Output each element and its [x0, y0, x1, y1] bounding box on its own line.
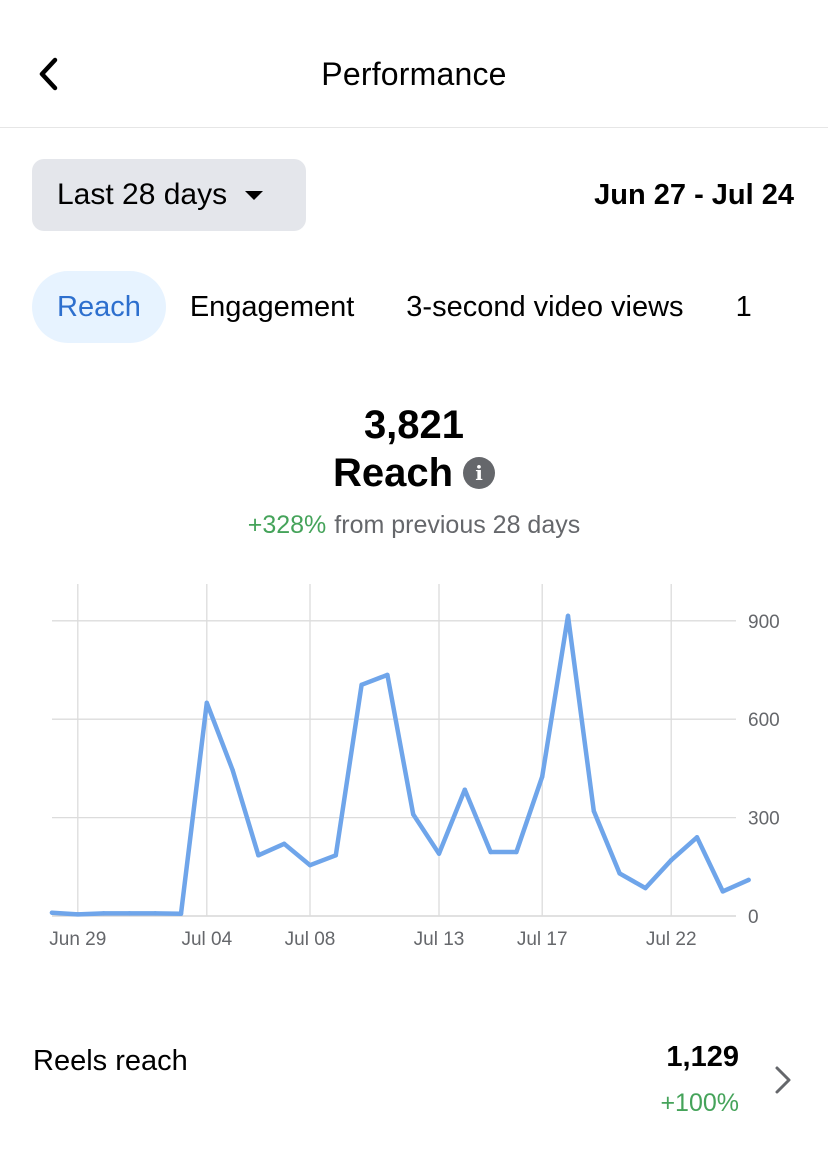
series-line — [49, 613, 751, 917]
metric-label-row: Reach i — [0, 450, 828, 496]
data-point — [617, 871, 622, 876]
metric-label: Reach — [332, 451, 454, 495]
back-button[interactable] — [26, 52, 70, 96]
metric-change-text: from previous 28 days — [334, 511, 581, 539]
reels-reach-value: 1,129 — [666, 1041, 739, 1073]
date-range-dropdown-label: Last 28 days — [57, 178, 228, 211]
reels-reach-change: +100% — [660, 1089, 739, 1117]
date-range-text: Jun 27 - Jul 24 — [594, 179, 794, 211]
page-title: Performance — [321, 56, 507, 92]
data-point — [178, 911, 184, 916]
reels-reach-label: Reels reach — [33, 1045, 188, 1077]
y-tick-label: 300 — [748, 809, 780, 830]
metric-tabs: Reach Engagement 3-second video views 1 — [32, 271, 828, 343]
data-point — [307, 862, 313, 868]
tab-reach[interactable]: Reach — [32, 271, 166, 343]
data-point — [720, 889, 725, 894]
data-point — [333, 853, 338, 858]
data-point — [230, 767, 235, 773]
chevron-right-icon — [775, 1066, 791, 1094]
data-point — [514, 849, 519, 855]
data-point — [694, 835, 700, 840]
data-point — [359, 682, 364, 687]
data-point — [669, 858, 674, 863]
x-tick-label: Jul 13 — [414, 929, 465, 950]
date-range-dropdown[interactable]: Last 28 days — [32, 159, 306, 231]
data-point — [153, 911, 158, 916]
y-tick-label: 0 — [748, 907, 759, 928]
reach-line-chart: 0 300 600 900 Jun 29 Jul 04 Jul 08 Jul 13 Jul 17… — [49, 584, 780, 950]
tab-truncated[interactable]: 1 — [735, 291, 752, 323]
data-point — [746, 877, 751, 883]
x-tick-label: Jul 08 — [285, 929, 336, 950]
data-point — [591, 808, 596, 814]
data-point — [282, 841, 287, 847]
reels-reach-row[interactable]: Reels reach 1,129 +100% — [0, 1020, 828, 1130]
data-point — [204, 700, 209, 705]
y-tick-label: 600 — [748, 710, 780, 731]
tab-3-second-video-views[interactable]: 3-second video views — [406, 291, 684, 323]
x-tick-label: Jul 17 — [517, 929, 568, 950]
data-point — [256, 853, 261, 858]
chevron-left-icon — [39, 57, 58, 91]
metric-change-percent: +328% — [247, 511, 327, 539]
data-point — [488, 849, 493, 855]
data-point — [127, 911, 132, 916]
data-point — [565, 613, 571, 619]
caret-down-icon — [245, 190, 264, 200]
metric-change: +328% from previous 28 days — [0, 509, 828, 541]
info-icon[interactable]: i — [463, 457, 496, 489]
data-point — [75, 912, 81, 917]
x-tick-label: Jul 04 — [181, 929, 232, 950]
top-bar: Performance — [0, 0, 828, 128]
y-tick-label: 900 — [748, 612, 780, 633]
data-point — [49, 910, 55, 915]
data-point — [462, 787, 467, 792]
tab-engagement[interactable]: Engagement — [189, 291, 355, 323]
data-point — [101, 911, 106, 916]
data-point — [643, 885, 648, 891]
x-tick-label: Jun 29 — [49, 929, 106, 950]
data-point — [540, 774, 545, 779]
data-point — [436, 851, 442, 856]
metric-value: 3,821 — [363, 403, 465, 447]
data-point — [411, 812, 416, 817]
data-point — [385, 672, 390, 678]
x-tick-label: Jul 22 — [646, 929, 697, 950]
